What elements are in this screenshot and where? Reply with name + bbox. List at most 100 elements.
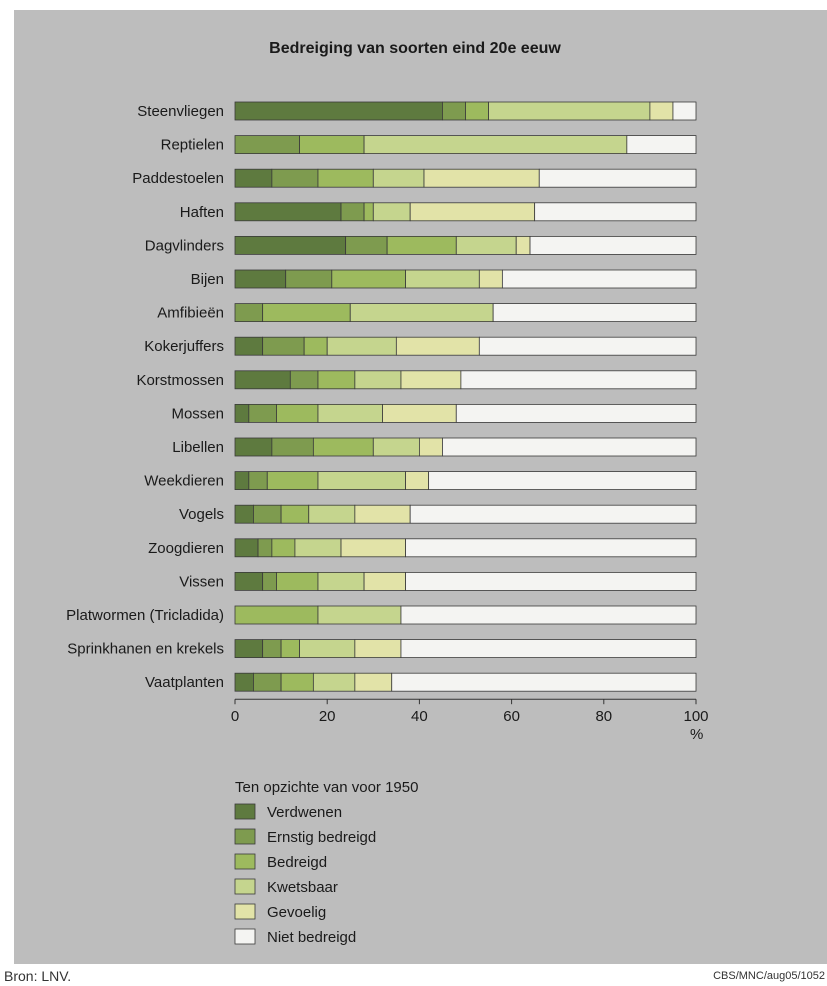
category-label: Bijen [191,271,224,288]
bar-segment [312,672,356,692]
bar-segment [285,269,333,289]
category-label: Vissen [179,573,224,590]
bar-segment [317,370,356,390]
bar-segment [253,504,282,524]
bar-segment [423,168,540,188]
bar-segment [405,538,697,558]
legend-swatch [234,878,256,895]
bar-segment [308,504,356,524]
bar-segment [372,168,425,188]
bar-segment [262,336,305,356]
legend-title: Ten opzichte van voor 1950 [235,779,418,796]
legend-label: Kwetsbaar [267,879,338,896]
category-label: Sprinkhanen en krekels [67,641,224,658]
bar-segment [400,605,697,625]
x-tick-label: 60 [503,708,520,725]
bar-segment [234,538,259,558]
category-label: Dagvlinders [145,237,224,254]
source-note: Bron: LNV. [4,968,72,984]
bar-segment [391,672,697,692]
bar-segment [405,471,430,491]
bar-segment [317,605,402,625]
reference-code: CBS/MNC/aug05/1052 [713,970,825,982]
bar-segment [354,639,402,658]
bar-segment [262,639,282,658]
category-label: Vaatplanten [145,674,224,691]
bar-segment [400,639,697,658]
bar-segment [271,538,296,558]
bar-segment [234,370,291,390]
legend-swatch [234,928,256,945]
bar-segment [262,303,351,323]
bar-segment [400,370,462,390]
bar-segment [317,403,383,423]
bar-segment [317,168,374,188]
legend-label: Niet bedreigd [267,929,356,946]
bar-segment [234,504,254,524]
bar-segment [534,202,697,222]
bar-segment [428,471,697,491]
bar-segment [234,168,273,188]
bar-segment [299,639,356,658]
category-label: Zoogdieren [148,540,224,557]
bar-segment [478,336,697,356]
legend-swatch [234,803,256,820]
bar-segment [294,538,342,558]
x-tick-label: 20 [319,708,336,725]
bar-segment [234,672,254,692]
bar-segment [280,639,300,658]
bar-segment [409,504,697,524]
bar-segment [276,403,319,423]
x-tick-label: 80 [595,708,612,725]
bar-segment [442,437,697,457]
bar-segment [234,572,264,591]
legend-label: Gevoelig [267,904,326,921]
bar-segment [382,403,457,423]
bar-segment [372,437,420,457]
bar-segment [442,101,466,121]
legend-swatch [234,828,256,845]
category-label: Steenvliegen [137,103,224,120]
bar-segment [649,101,674,121]
bar-segment [248,403,277,423]
bar-segment [363,135,628,155]
bar-segment [465,101,489,121]
bar-segment [234,135,300,155]
bar-segment [234,202,342,222]
category-label: Amfibieën [157,305,224,322]
bar-segment [418,437,443,457]
bar-segment [405,572,697,591]
bar-segment [349,303,494,323]
bar-segment [372,202,411,222]
bar-segment [248,471,268,491]
bar-segment [234,471,250,491]
bar-segment [276,572,319,591]
bar-segment [354,672,393,692]
category-label: Paddestoelen [132,170,224,187]
bar-segment [501,269,697,289]
bar-segment [515,235,531,255]
x-tick-label: 0 [231,708,239,725]
bar-segment [271,437,314,457]
chart-title: Bedreiging van soorten eind 20e eeuw [269,40,561,57]
bar-segment [234,336,264,356]
bar-segment [289,370,319,390]
bar-segment [326,336,397,356]
bar-segment [354,370,402,390]
bar-segment [266,471,319,491]
bar-segment [488,101,651,121]
bar-segment [455,403,697,423]
x-unit-label: % [690,726,703,743]
bar-segment [234,437,273,457]
category-label: Libellen [172,439,224,456]
bar-segment [478,269,503,289]
bar-segment [280,504,310,524]
bar-segment [405,269,480,289]
bar-segment [253,672,282,692]
bar-segment [234,403,250,423]
bar-segment [234,605,319,625]
bar-segment [354,504,411,524]
bar-segment [234,235,347,255]
